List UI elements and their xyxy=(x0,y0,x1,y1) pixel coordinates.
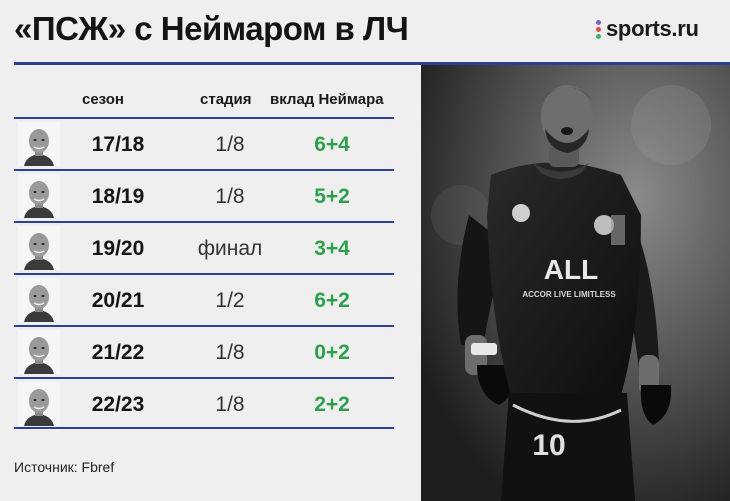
page-title: «ПСЖ» с Неймаром в ЛЧ xyxy=(14,10,409,47)
player-face-icon xyxy=(18,330,60,374)
logo-text: sports.ru xyxy=(606,16,699,41)
contribution-cell: 6+4 xyxy=(314,133,350,156)
season-cell: 19/20 xyxy=(91,237,145,260)
player-illustration: ALL ACCOR LIVE LIMITLESS 10 xyxy=(421,65,730,501)
seasons-table: сезон стадия вклад Неймара 17/18 1/8 6+4… xyxy=(14,65,394,429)
sports-ru-logo: sports.ru xyxy=(596,16,699,42)
stage-cell: 1/8 xyxy=(215,185,245,208)
contribution-cell: 0+2 xyxy=(314,341,350,364)
table-header: сезон стадия вклад Неймара xyxy=(14,65,394,117)
contribution-cell: 3+4 xyxy=(314,237,350,260)
player-face-icon xyxy=(18,382,60,426)
season-cell: 18/19 xyxy=(91,185,145,208)
header-divider xyxy=(14,62,730,65)
player-face-icon xyxy=(18,122,60,166)
contribution-cell: 6+2 xyxy=(314,289,350,312)
season-cell: 21/22 xyxy=(91,341,145,364)
source-note: Источник: Fbref xyxy=(14,459,115,475)
player-face-icon xyxy=(18,278,60,322)
header-contribution: вклад Неймара xyxy=(270,91,384,108)
header-season: сезон xyxy=(82,91,124,108)
table-row: 17/18 1/8 6+4 xyxy=(14,117,394,169)
contribution-cell: 2+2 xyxy=(314,393,350,416)
player-face-icon xyxy=(18,174,60,218)
table-row: 21/22 1/8 0+2 xyxy=(14,325,394,377)
season-cell: 20/21 xyxy=(91,289,145,312)
shorts-number: 10 xyxy=(532,429,565,462)
player-face-icon xyxy=(18,226,60,270)
table-row: 20/21 1/2 6+2 xyxy=(14,273,394,325)
stage-cell: 1/8 xyxy=(215,393,245,416)
table-row: 18/19 1/8 5+2 xyxy=(14,169,394,221)
stage-cell: 1/2 xyxy=(215,289,245,312)
shirt-sponsor-text: ACCOR LIVE LIMITLESS xyxy=(522,290,616,299)
stage-cell: 1/8 xyxy=(215,341,245,364)
stage-cell: финал xyxy=(197,237,263,260)
shirt-club-text: ALL xyxy=(544,254,598,285)
table-row: 22/23 1/8 2+2 xyxy=(14,377,394,429)
contribution-cell: 5+2 xyxy=(314,185,350,208)
season-cell: 22/23 xyxy=(91,393,145,416)
logo-dots-icon xyxy=(596,19,601,39)
table-row: 19/20 финал 3+4 xyxy=(14,221,394,273)
stage-cell: 1/8 xyxy=(215,133,245,156)
season-cell: 17/18 xyxy=(91,133,145,156)
header-stage: стадия xyxy=(200,91,252,108)
player-photo: ALL ACCOR LIVE LIMITLESS 10 xyxy=(421,65,730,501)
